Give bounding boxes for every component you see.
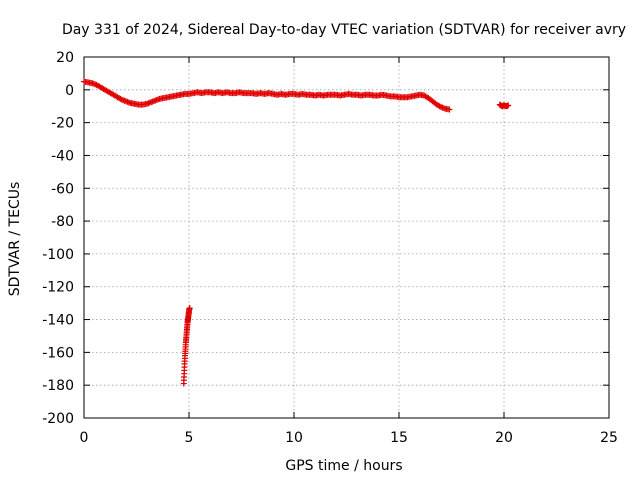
y-tick-label: -40 xyxy=(51,148,74,164)
x-tick-label: 0 xyxy=(80,430,89,446)
data-point xyxy=(505,102,512,109)
data-point xyxy=(446,106,453,113)
y-axis-label: SDTVAR / TECUs xyxy=(7,182,23,297)
y-tick-label: -20 xyxy=(51,116,74,132)
y-tick-label: -100 xyxy=(42,247,74,263)
data-point xyxy=(186,305,193,312)
y-tick-label: 20 xyxy=(56,50,74,66)
y-tick-label: -140 xyxy=(42,313,74,329)
x-tick-label: 15 xyxy=(390,430,408,446)
chart-title: Day 331 of 2024, Sidereal Day-to-day VTE… xyxy=(62,22,626,38)
x-tick-label: 10 xyxy=(285,430,303,446)
y-tick-label: -160 xyxy=(42,345,74,361)
x-axis-label: GPS time / hours xyxy=(285,458,402,474)
x-tick-label: 20 xyxy=(495,430,513,446)
y-tick-label: 0 xyxy=(65,83,74,99)
y-tick-label: -60 xyxy=(51,181,74,197)
y-tick-label: -200 xyxy=(42,411,74,427)
x-tick-label: 25 xyxy=(600,430,618,446)
plot-frame xyxy=(83,56,610,419)
y-tick-label: -180 xyxy=(42,378,74,394)
x-tick-label: 5 xyxy=(185,430,194,446)
y-tick-label: -80 xyxy=(51,214,74,230)
data-marks xyxy=(81,78,512,387)
y-tick-label: -120 xyxy=(42,280,74,296)
axes: 0 5 10 15 20 25 20 0 -20 -40 -60 -80 -100 -120 -140 -16… xyxy=(42,50,618,446)
grid-lines xyxy=(84,57,609,418)
